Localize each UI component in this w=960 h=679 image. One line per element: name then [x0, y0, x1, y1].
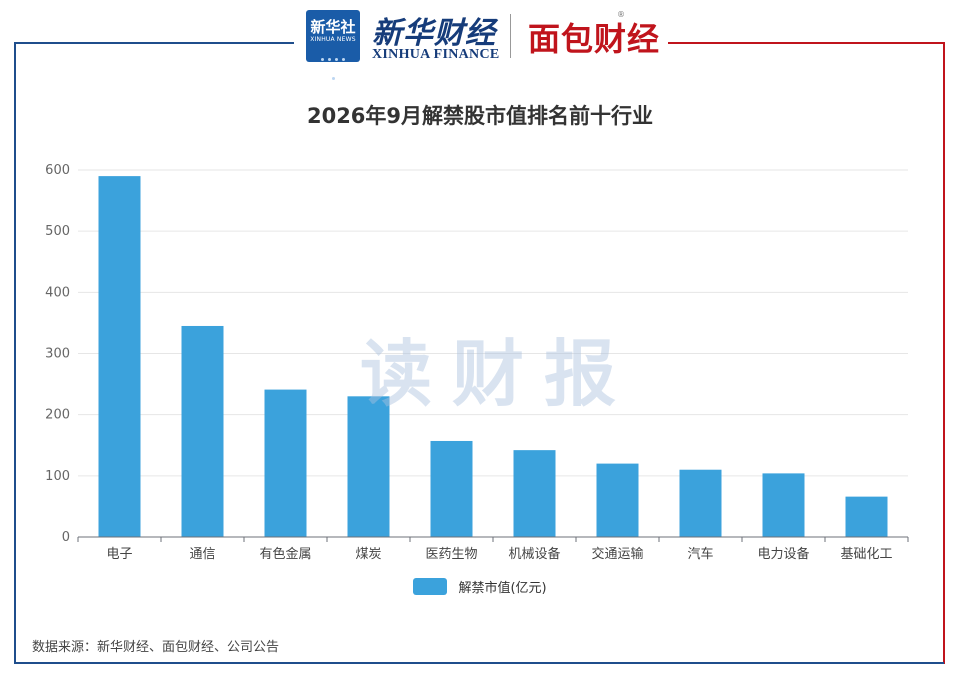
- frame-right-line: [943, 42, 945, 664]
- bar: [264, 389, 307, 537]
- legend-label: 解禁市值(亿元): [458, 581, 547, 596]
- y-tick-label: 100: [45, 469, 70, 484]
- bar: [347, 396, 390, 537]
- frame-top-right-line: [668, 42, 945, 44]
- mianbao-finance-logo: 面包财经: [528, 20, 661, 58]
- bar: [762, 473, 805, 537]
- y-tick-label: 300: [45, 347, 70, 362]
- logo-divider: [510, 14, 511, 58]
- x-tick-label: 电子: [106, 547, 132, 562]
- xinhua-news-logo: 新华社 XINHUA NEWS: [306, 10, 360, 80]
- y-tick-label: 400: [45, 285, 70, 300]
- bar: [98, 176, 141, 537]
- x-tick-label: 医药生物: [425, 547, 477, 562]
- frame-top-left-line: [14, 42, 294, 44]
- bar: [513, 450, 556, 537]
- registered-mark: ®: [617, 10, 625, 19]
- x-tick-label: 汽车: [687, 546, 713, 562]
- watermark-text: 读财报: [360, 332, 637, 416]
- bar: [430, 440, 473, 537]
- y-tick-label: 600: [45, 163, 70, 178]
- source-note: 数据来源：新华财经、面包财经、公司公告: [32, 640, 280, 655]
- x-tick-label: 煤炭: [355, 547, 381, 562]
- frame-bottom-line: [14, 662, 944, 664]
- chart-title: 2026年9月解禁股市值排名前十行业: [306, 104, 654, 128]
- x-tick-label: 机械设备: [508, 546, 560, 562]
- frame-left-line: [14, 42, 16, 664]
- bars: [98, 176, 888, 537]
- bar: [679, 469, 722, 537]
- legend[interactable]: 解禁市值(亿元): [0, 576, 960, 596]
- x-tick-label: 基础化工: [840, 547, 892, 562]
- xinhua-badge-dots: [316, 46, 350, 80]
- legend-swatch: [413, 578, 448, 595]
- x-tick-label: 电力设备: [757, 546, 809, 562]
- xinhua-finance-logo-en: XINHUA FINANCE: [372, 47, 500, 62]
- x-tick-label: 交通运输: [591, 546, 643, 562]
- y-tick-label: 200: [45, 408, 70, 423]
- axes: 0 100 200 300 400 500 600 电子 通信 有色金属 煤炭 医药生物 机械设备 交通运…: [45, 163, 909, 562]
- xinhua-finance-logo-cn: 新华财经: [372, 16, 496, 51]
- bar: [181, 325, 224, 537]
- x-tick-label: 通信: [189, 547, 215, 562]
- y-tick-label: 500: [45, 224, 70, 239]
- y-tick-label: 0: [62, 530, 70, 545]
- xinhua-badge-cn: 新华社: [310, 18, 356, 36]
- xinhua-badge-en: XINHUA NEWS: [310, 36, 356, 43]
- x-tick-label: 有色金属: [259, 546, 311, 562]
- bar: [596, 463, 639, 537]
- bar: [845, 496, 888, 537]
